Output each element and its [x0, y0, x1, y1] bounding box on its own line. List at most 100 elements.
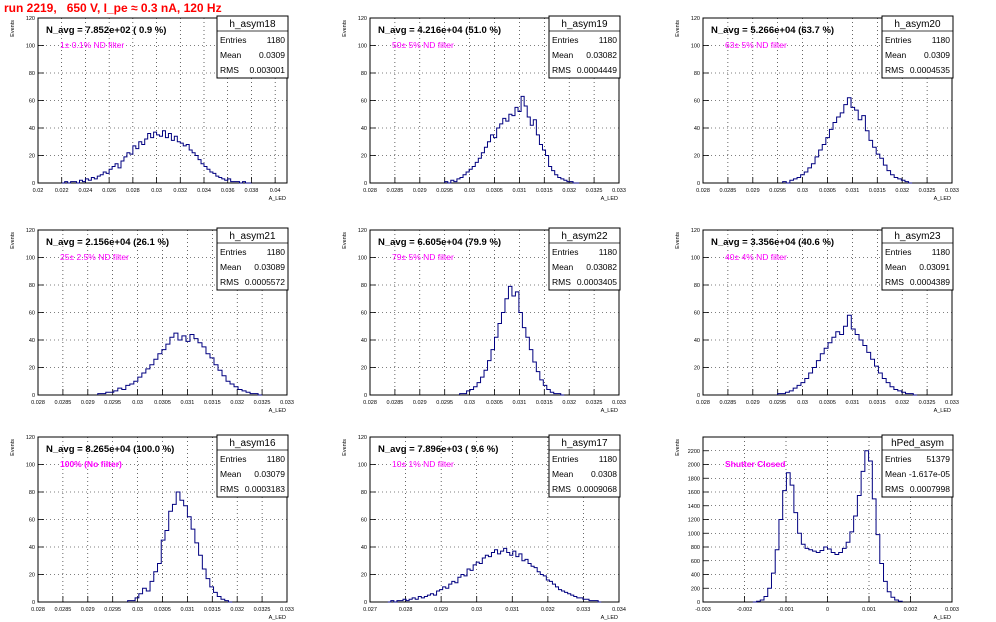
x-tick-label: 0.031 [181, 400, 195, 406]
x-tick-label: 0.0285 [719, 400, 736, 406]
y-tick-label: 2200 [688, 449, 700, 455]
stats-box [216, 434, 289, 498]
y-axis-title: Events [675, 232, 681, 249]
x-tick-label: 0.029 [81, 607, 95, 613]
stats-value: 1180 [932, 247, 951, 257]
filter-label: 63± 5% ND filter [725, 40, 787, 50]
histogram-series [459, 285, 565, 396]
y-tick-label: 60 [29, 518, 35, 524]
navg-label: N_avg = 3.356e+04 (40.6 %) [711, 237, 834, 248]
y-tick-label: 40 [361, 338, 367, 344]
stats-value: 1180 [599, 247, 618, 257]
navg-label: N_avg = 7.896e+03 ( 9.6 %) [378, 444, 498, 455]
stats-label: Entries [552, 454, 578, 464]
y-axis-title: Events [342, 20, 348, 37]
x-tick-label: 0.02 [33, 188, 44, 194]
y-tick-label: 600 [691, 559, 700, 565]
y-axis-title: Events [342, 439, 348, 456]
y-tick-label: 80 [694, 283, 700, 289]
y-tick-label: 80 [361, 283, 367, 289]
x-tick-label: 0.0315 [536, 400, 553, 406]
filter-label: 40± 4% ND filter [725, 252, 787, 262]
histogram-series [444, 95, 580, 184]
stats-label: RMS [552, 484, 571, 494]
y-tick-label: 120 [26, 435, 35, 441]
y-tick-label: 80 [29, 283, 35, 289]
stats-value: 1180 [267, 35, 286, 45]
x-tick-label: 0.031 [846, 188, 860, 194]
x-tick-label: 0.0295 [104, 607, 121, 613]
x-tick-label: 0.031 [505, 607, 519, 613]
x-tick-label: 0.024 [79, 188, 93, 194]
stats-value: 0.0003183 [245, 484, 285, 494]
filter-label: 1± 0.1% ND filter [60, 40, 124, 50]
histogram-name: h_asym20 [894, 19, 941, 30]
y-tick-label: 0 [697, 600, 700, 606]
stats-label: Mean [220, 469, 242, 479]
histogram-series [777, 314, 918, 396]
stats-value: 0.0009068 [577, 484, 617, 494]
y-tick-label: 800 [691, 545, 700, 551]
x-tick-label: 0.03 [797, 400, 808, 406]
panel-h_asym16: 0 20 40 60 80 100 120 0.028 0.0285 0.029 0.0295 0.0… [10, 434, 294, 621]
y-tick-label: 0 [364, 600, 367, 606]
histogram-name: hPed_asym [891, 438, 944, 449]
stats-value: 1180 [267, 454, 286, 464]
stats-label: RMS [885, 484, 904, 494]
y-tick-label: 20 [29, 154, 35, 160]
stats-value: 0.003001 [250, 65, 286, 75]
y-tick-label: 2000 [688, 463, 700, 469]
y-tick-label: 60 [694, 311, 700, 317]
y-tick-label: 40 [361, 126, 367, 132]
y-tick-label: 80 [361, 490, 367, 496]
x-tick-label: 0.027 [363, 607, 377, 613]
x-tick-label: -0.003 [695, 607, 711, 613]
y-axis-title: Events [10, 439, 16, 456]
y-tick-label: 100 [358, 256, 367, 262]
stats-value: 0.03082 [586, 262, 617, 272]
x-tick-label: 0.0305 [154, 400, 171, 406]
stats-value: 1180 [599, 454, 618, 464]
x-tick-label: 0.0305 [486, 188, 503, 194]
x-tick-label: 0.0315 [204, 607, 221, 613]
y-tick-label: 120 [691, 16, 700, 22]
stats-label: Entries [885, 247, 911, 257]
x-tick-label: 0.032 [562, 400, 576, 406]
x-axis-title: A_LED [601, 196, 618, 202]
histogram-name: h_asym17 [561, 438, 608, 449]
panel-h_asym19: 0 20 40 60 80 100 120 0.028 0.0285 0.029 0.0295 0.0… [342, 15, 626, 202]
x-tick-label: 0.029 [81, 400, 95, 406]
panel-h_asym22: 0 20 40 60 80 100 120 0.028 0.0285 0.029 0.0295 0.0… [342, 227, 626, 414]
x-tick-label: 0.032 [230, 607, 244, 613]
y-tick-label: 1800 [688, 476, 700, 482]
y-tick-label: 60 [361, 518, 367, 524]
stats-label: RMS [885, 277, 904, 287]
y-tick-label: 1200 [688, 518, 700, 524]
stats-label: RMS [220, 65, 239, 75]
x-tick-label: 0.0295 [436, 400, 453, 406]
filter-label: 100% (No filter) [60, 459, 122, 469]
y-tick-label: 60 [694, 99, 700, 105]
x-tick-label: 0.038 [245, 188, 259, 194]
histogram-name: h_asym19 [561, 19, 608, 30]
y-tick-label: 0 [32, 600, 35, 606]
x-tick-label: 0.022 [55, 188, 69, 194]
y-tick-label: 60 [29, 311, 35, 317]
navg-label: N_avg = 4.216e+04 (51.0 %) [378, 25, 501, 36]
panel-h_asym20: 0 20 40 60 80 100 120 0.028 0.0285 0.029 0.0295 0.0… [675, 15, 959, 202]
filter-label: 10± 1% ND filter [392, 459, 454, 469]
y-tick-label: 20 [361, 154, 367, 160]
x-tick-label: 0.033 [612, 188, 626, 194]
y-tick-label: 80 [361, 71, 367, 77]
x-tick-label: 0.032 [173, 188, 187, 194]
x-tick-label: 0.033 [280, 607, 294, 613]
stats-value: 0.0309 [924, 50, 950, 60]
x-tick-label: 0.028 [363, 188, 377, 194]
stats-value: 0.03091 [919, 262, 950, 272]
y-tick-label: 100 [358, 463, 367, 469]
histogram-name: h_asym18 [229, 19, 276, 30]
y-tick-label: 20 [361, 573, 367, 579]
y-tick-label: 100 [26, 463, 35, 469]
y-tick-label: 20 [694, 366, 700, 372]
